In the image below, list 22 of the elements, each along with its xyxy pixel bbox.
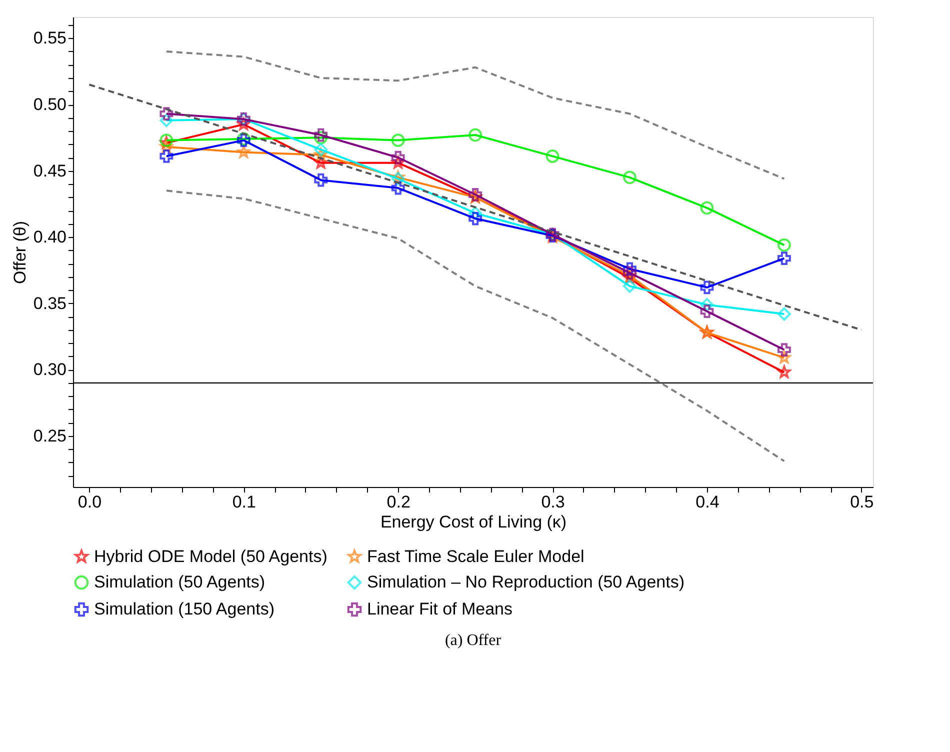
y-tick-label: 0.55 [33, 28, 66, 48]
x-axis-title: Energy Cost of Living (κ) [380, 512, 567, 532]
y-tick-label: 0.50 [33, 95, 66, 114]
y-tick-label: 0.30 [33, 360, 66, 380]
y-tick-label: 0.45 [33, 161, 66, 180]
x-tick-label: 0.0 [78, 492, 102, 512]
legend-label: Simulation – No Reproduction (50 Agents) [367, 572, 685, 592]
x-tick-label: 0.4 [696, 492, 720, 512]
legend-label: Fast Time Scale Euler Model [367, 546, 584, 566]
x-tick-label: 0.3 [541, 492, 565, 512]
x-tick-label: 0.2 [386, 492, 410, 512]
x-tick-label: 0.5 [850, 492, 874, 512]
y-tick-label: 0.40 [33, 228, 66, 247]
x-tick-label: 0.1 [232, 492, 256, 512]
legend-label: Simulation (50 Agents) [94, 572, 266, 592]
legend-label: Hybrid ODE Model (50 Agents) [94, 546, 328, 566]
text: (a) Offer [444, 632, 502, 649]
y-axis-title: Offer (θ) [10, 221, 30, 284]
legend-label: Simulation (150 Agents) [94, 600, 274, 618]
y-tick-label: 0.25 [33, 426, 66, 446]
y-tick-label: 0.35 [33, 294, 66, 313]
legend-label: Linear Fit of Means [367, 600, 513, 618]
